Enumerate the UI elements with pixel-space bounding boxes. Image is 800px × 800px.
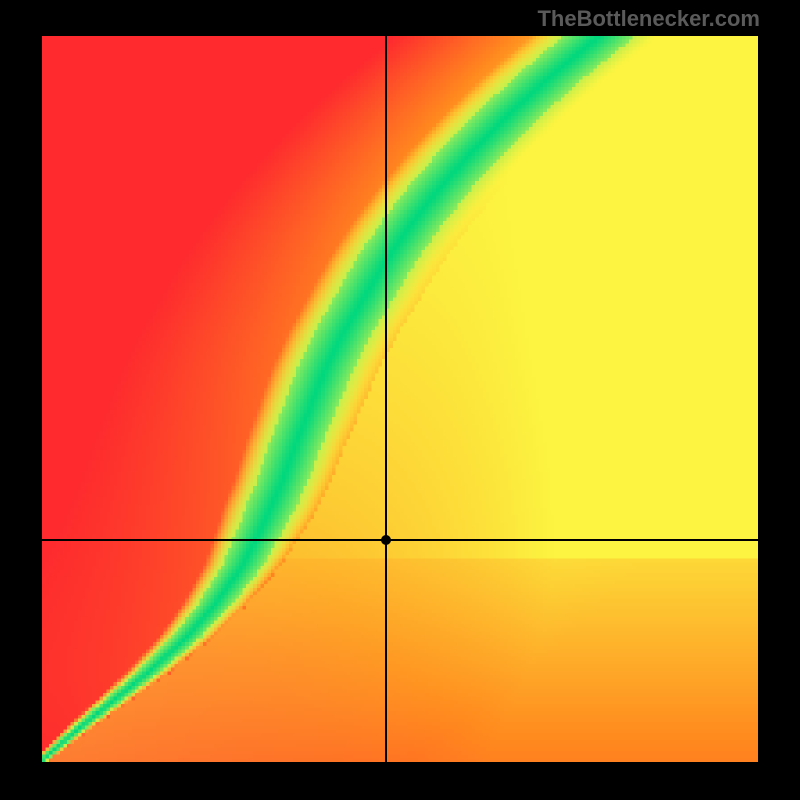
heatmap-canvas (42, 36, 758, 762)
marker-point (381, 535, 391, 545)
crosshair-horizontal (42, 539, 758, 541)
crosshair-vertical (385, 36, 387, 762)
chart-container: TheBottlenecker.com (0, 0, 800, 800)
attribution-label: TheBottlenecker.com (537, 6, 760, 32)
